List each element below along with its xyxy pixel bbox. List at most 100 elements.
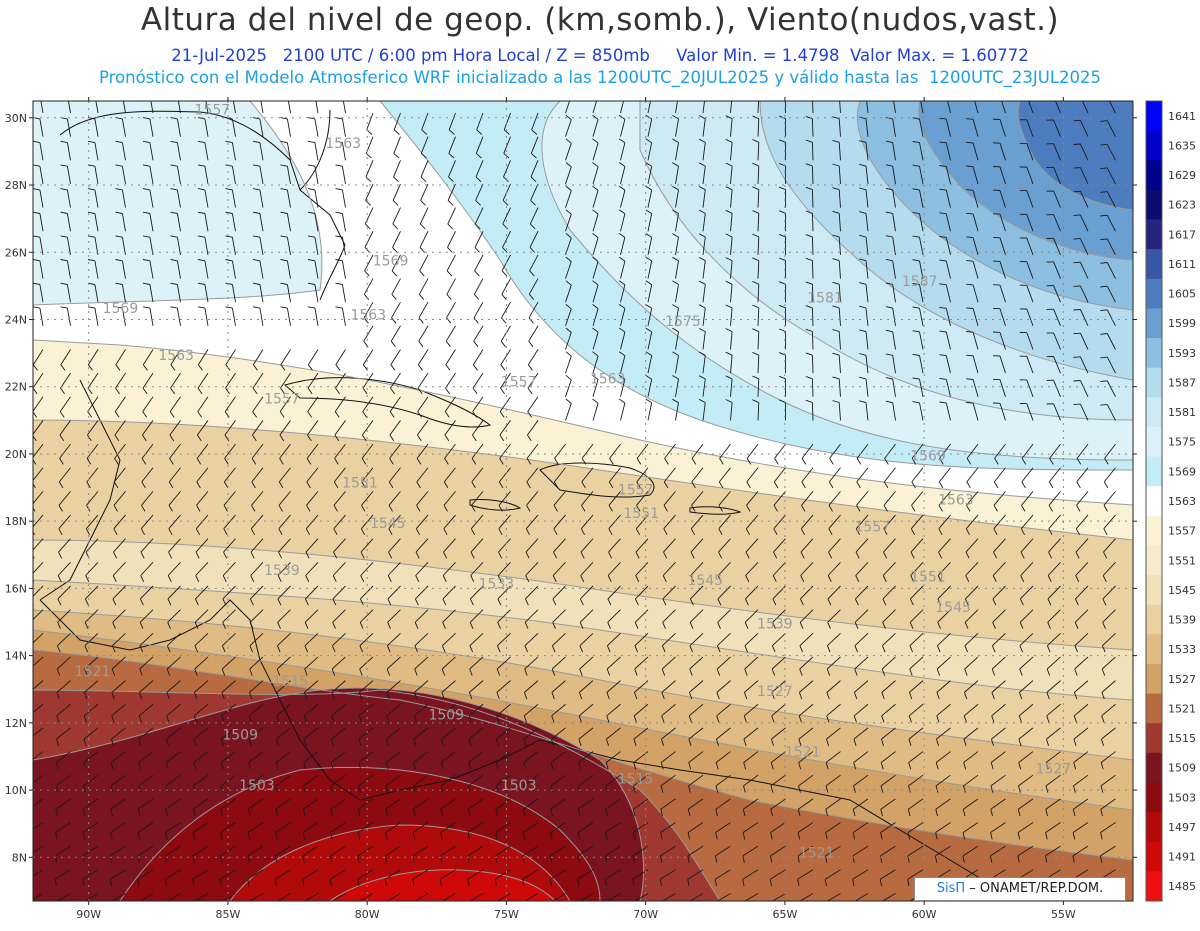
wind-barb-flag [966, 308, 973, 309]
wind-barb-flag [939, 95, 946, 96]
wind-barb-flag [29, 763, 31, 770]
colorbar-swatch [1146, 575, 1162, 605]
wind-barb-flag [1100, 97, 1107, 98]
colorbar-swatch [1146, 545, 1162, 575]
wind-barb-flag [29, 739, 31, 746]
colorbar-label: 1623 [1168, 199, 1196, 212]
colorbar-swatch [1146, 812, 1162, 842]
wind-barb-flag [798, 903, 799, 910]
contour-label: 1521 [75, 664, 111, 680]
contour-label: 1569 [103, 301, 139, 317]
contour-label: 1551 [623, 506, 659, 522]
contour-label: 1557 [501, 375, 537, 391]
wind-barb-flag [825, 903, 826, 910]
colorbar-swatch [1146, 101, 1162, 131]
wind-barb-flag [28, 879, 29, 886]
wind-barb [812, 237, 813, 255]
wind-barb-flag [440, 903, 441, 910]
contour-label: 1563 [350, 307, 386, 323]
contour-label: 1569 [910, 449, 946, 465]
colorbar-swatch [1146, 279, 1162, 309]
wind-barb-flag [660, 903, 661, 910]
wind-barb-flag [699, 92, 705, 95]
colorbar-label: 1617 [1168, 228, 1196, 241]
lon-label: 55W [1051, 908, 1076, 921]
colorbar-label: 1599 [1168, 317, 1196, 330]
wind-barb-flag [336, 94, 343, 95]
colorbar-label: 1539 [1168, 614, 1196, 627]
colorbar-label: 1557 [1168, 525, 1196, 538]
wind-barb-flag [308, 94, 315, 95]
contour-label: 1545 [935, 600, 971, 616]
contour-label: 1557 [855, 519, 891, 535]
wind-barb-flag [30, 669, 33, 676]
wind-barb-flag [1074, 97, 1081, 98]
contour-label: 1509 [222, 728, 258, 744]
colorbar-swatch [1146, 605, 1162, 635]
lat-label: 28N [5, 179, 27, 192]
contour-label: 1527 [757, 684, 793, 700]
wind-barb-flag [752, 92, 758, 95]
lon-label: 85W [215, 908, 240, 921]
wind-barb [812, 379, 813, 397]
wind-barb-flag [1074, 120, 1081, 121]
colorbar-swatch [1146, 338, 1162, 368]
wind-barb-flag [619, 92, 625, 96]
contour-label: 1533 [479, 576, 515, 592]
colorbar-swatch [1146, 131, 1162, 161]
wind-barb-flag [29, 692, 31, 699]
lat-label: 14N [5, 650, 27, 663]
wind-barb-flag [116, 94, 123, 95]
wind-barb-flag [966, 261, 973, 262]
colorbar-label: 1509 [1168, 762, 1196, 775]
wind-barb-flag [33, 94, 40, 95]
wind-barb-flag [1074, 404, 1081, 405]
wind-barb [812, 355, 813, 373]
wind-barb-flag [55, 903, 56, 910]
colorbar-swatch [1146, 368, 1162, 398]
wind-barb [812, 119, 813, 137]
contour-label: 1515 [272, 674, 308, 690]
colorbar-swatch [1146, 160, 1162, 190]
wind-barb [812, 308, 813, 326]
contour-label: 1581 [807, 291, 843, 307]
wind-barb-flag [468, 903, 469, 910]
wind-barb-flag [523, 903, 524, 910]
wind-barb-flag [715, 903, 716, 910]
colorbar-label: 1611 [1168, 258, 1196, 271]
wind-barb [812, 261, 813, 279]
wind-barb-flag [281, 94, 288, 95]
wind-barb-flag [593, 92, 599, 96]
colorbar-swatch [1146, 190, 1162, 220]
colorbar-label: 1515 [1168, 732, 1196, 745]
colorbar-label: 1485 [1168, 880, 1196, 893]
wind-barb-flag [110, 903, 111, 910]
wind-barb-flag [833, 93, 840, 95]
wind-barb-flag [275, 903, 276, 910]
wind-barb-flag [1018, 903, 1019, 910]
colorbar-swatch [1146, 664, 1162, 694]
wind-barb-flag [1074, 239, 1081, 240]
wind-barb-flag [1074, 168, 1081, 169]
colorbar-swatch [1146, 220, 1162, 250]
contour-label: 1503 [239, 778, 275, 794]
colorbar-swatch [1146, 871, 1162, 901]
colorbar-label: 1575 [1168, 436, 1196, 449]
lon-label: 80W [355, 908, 380, 921]
wind-barb-flag [28, 833, 30, 840]
wind-barb-flag [1074, 310, 1081, 311]
wind-barb-flag [672, 92, 678, 96]
contour-label: 1509 [428, 707, 464, 723]
wind-barb-flag [29, 716, 31, 723]
wind-barb-flag [1074, 191, 1081, 192]
lat-label: 10N [5, 784, 27, 797]
contour-label: 1569 [373, 254, 409, 270]
contour-label: 1545 [687, 573, 723, 589]
wind-barb-flag [688, 903, 689, 910]
colorbar-label: 1587 [1168, 377, 1196, 390]
contour-label: 1563 [938, 492, 974, 508]
wind-barb-flag [966, 213, 973, 214]
lon-label: 65W [772, 908, 797, 921]
lat-label: 20N [5, 448, 27, 461]
